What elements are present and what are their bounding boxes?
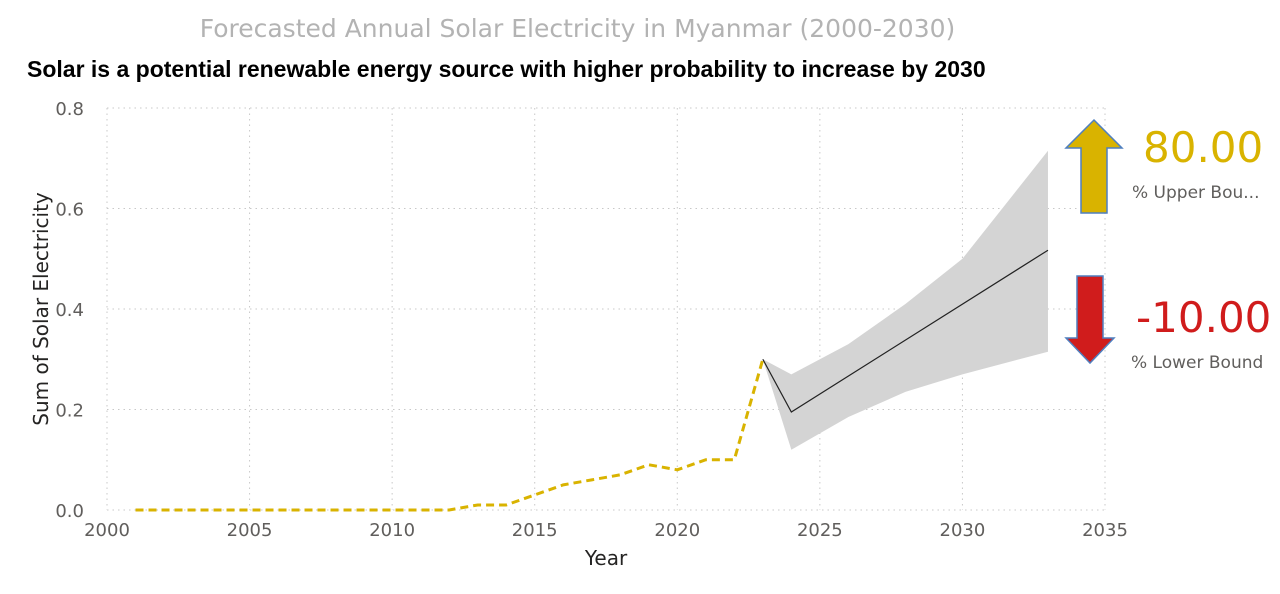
upper-bound-value: 80.00	[1143, 123, 1264, 172]
y-axis-label: Sum of Solar Electricity	[29, 192, 53, 426]
y-tick-label: 0.6	[55, 200, 84, 221]
y-tick-label: 0.8	[55, 99, 84, 120]
y-tick-label: 0.0	[55, 501, 84, 522]
down-arrow-icon	[1064, 275, 1116, 365]
x-tick-label: 2030	[940, 520, 986, 541]
chart-title: Forecasted Annual Solar Electricity in M…	[199, 14, 956, 43]
forecast-series-line[interactable]	[762, 249, 1049, 413]
x-tick-label: 2000	[84, 520, 130, 541]
x-tick-label: 2025	[797, 520, 843, 541]
x-tick-label: 2020	[654, 520, 700, 541]
x-tick-label: 2035	[1082, 520, 1128, 541]
y-tick-label: 0.2	[55, 401, 84, 422]
x-axis-ticks: 2000 2005 2010 2015 2020 2025 2030 2035	[84, 520, 1128, 541]
series-layer	[135, 249, 1049, 512]
lower-bound-label: % Lower Bound	[1131, 353, 1264, 373]
x-tick-label: 2010	[369, 520, 415, 541]
x-tick-label: 2005	[227, 520, 273, 541]
x-axis-label: Year	[584, 546, 628, 570]
y-tick-label: 0.4	[55, 300, 84, 321]
actual-series-line[interactable]	[135, 358, 765, 512]
y-axis-ticks: 0.0 0.2 0.4 0.6 0.8	[55, 99, 84, 522]
confidence-band[interactable]	[762, 150, 1048, 450]
up-arrow-icon	[1064, 118, 1124, 214]
chart-subtitle: Solar is a potential renewable energy so…	[27, 56, 986, 82]
confidence-band-layer	[762, 150, 1048, 450]
lower-bound-value: -10.00	[1136, 293, 1272, 342]
upper-bound-label: % Upper Bou...	[1132, 183, 1260, 203]
x-tick-label: 2015	[512, 520, 558, 541]
